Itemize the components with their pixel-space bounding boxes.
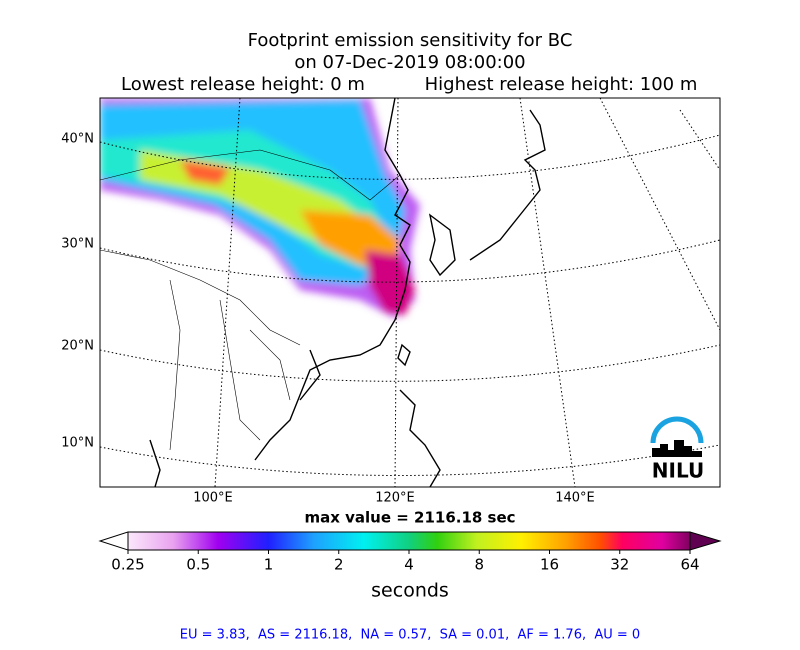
colorbar-tick-label: 0.5 bbox=[186, 556, 210, 574]
nilu-logo: NILU bbox=[650, 416, 704, 483]
colorbar-label: seconds bbox=[371, 580, 449, 602]
subtitle: on 07-Dec-2019 08:00:00 bbox=[294, 52, 525, 73]
colorbar-tick-label: 0.25 bbox=[111, 556, 144, 574]
lat-label: 20°N bbox=[61, 339, 94, 354]
lat-label: 40°N bbox=[61, 132, 94, 147]
colorbar-tick-label: 32 bbox=[610, 556, 629, 574]
lat-label: 10°N bbox=[61, 436, 94, 451]
footer-stats: EU = 3.83, AS = 2116.18, NA = 0.57, SA =… bbox=[180, 628, 640, 643]
colorbar-tick-label: 2 bbox=[334, 556, 344, 574]
borders bbox=[100, 149, 401, 451]
colorbar-tick-label: 64 bbox=[680, 556, 699, 574]
lon-label: 100°E bbox=[193, 491, 233, 506]
logo-text: NILU bbox=[652, 459, 704, 483]
colorbar-tick-label: 1 bbox=[264, 556, 274, 574]
lon-label: 140°E bbox=[555, 491, 595, 506]
max-value: max value = 2116.18 sec bbox=[304, 509, 515, 527]
colorbar-tick-label: 4 bbox=[404, 556, 414, 574]
plume bbox=[100, 98, 420, 318]
lowest-height: Lowest release height: 0 m bbox=[121, 74, 365, 95]
coastlines bbox=[149, 98, 546, 487]
colorbar bbox=[98, 531, 722, 551]
graticule bbox=[100, 98, 720, 487]
map bbox=[100, 98, 720, 487]
colorbar-tick-label: 8 bbox=[474, 556, 484, 574]
highest-height: Highest release height: 100 m bbox=[425, 74, 698, 95]
colorbar-tick-label: 16 bbox=[540, 556, 559, 574]
lat-label: 30°N bbox=[61, 237, 94, 252]
lon-label: 120°E bbox=[375, 491, 415, 506]
title: Footprint emission sensitivity for BC bbox=[248, 30, 573, 51]
map-frame bbox=[99, 97, 721, 488]
